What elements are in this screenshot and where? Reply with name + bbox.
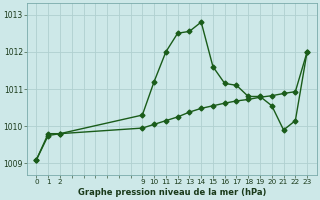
X-axis label: Graphe pression niveau de la mer (hPa): Graphe pression niveau de la mer (hPa) bbox=[77, 188, 266, 197]
